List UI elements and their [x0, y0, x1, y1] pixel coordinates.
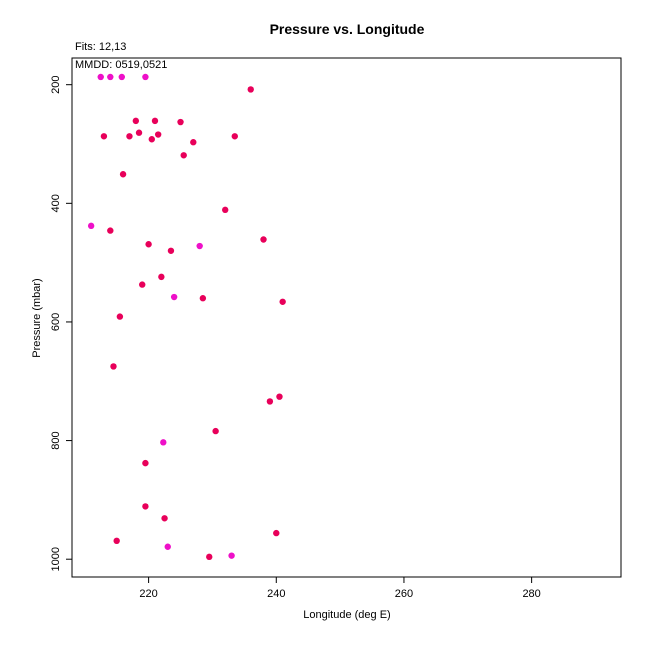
data-points: [87, 73, 286, 561]
data-point: [97, 73, 104, 81]
data-point: [116, 313, 124, 320]
data-point: [158, 273, 165, 281]
data-point: [110, 363, 117, 370]
y-axis-label: Pressure (mbar): [31, 278, 43, 357]
data-point: [279, 298, 286, 305]
data-point: [148, 136, 155, 143]
data-point: [190, 139, 197, 146]
data-point: [276, 393, 283, 400]
data-point: [154, 131, 162, 138]
data-point: [170, 293, 178, 301]
y-tick-label: 600: [50, 313, 62, 331]
chart-title: Pressure vs. Longitude: [270, 21, 425, 37]
data-point: [199, 295, 207, 302]
data-point: [142, 503, 149, 510]
data-point: [151, 117, 159, 125]
data-point: [142, 73, 149, 81]
x-tick-label: 220: [139, 588, 157, 600]
data-point: [119, 171, 127, 178]
data-point: [266, 398, 274, 405]
data-point: [164, 543, 171, 550]
data-point: [142, 459, 149, 467]
data-point: [177, 118, 184, 126]
data-point: [107, 227, 114, 234]
data-point: [247, 86, 254, 93]
data-point: [228, 552, 235, 559]
mmdd-annotation: MMDD: 0519,0521: [75, 59, 168, 71]
data-point: [222, 206, 229, 214]
data-point: [206, 553, 213, 561]
data-point: [161, 515, 168, 522]
data-point: [180, 152, 187, 159]
fits-annotation: Fits: 12,13: [75, 41, 127, 53]
data-point: [167, 247, 175, 254]
data-point: [273, 529, 280, 537]
x-axis: 220 240 260 280: [139, 577, 541, 600]
data-point: [196, 242, 203, 250]
data-point: [118, 73, 125, 81]
data-point: [260, 236, 267, 243]
data-point: [126, 133, 133, 140]
plot-frame: [71, 57, 622, 578]
y-tick-label: 800: [50, 431, 62, 449]
data-point: [87, 222, 95, 230]
y-tick-label: 400: [50, 194, 62, 212]
data-point: [113, 537, 120, 545]
y-tick-label: 200: [50, 76, 62, 94]
data-point: [139, 281, 146, 288]
data-point: [100, 133, 108, 140]
y-tick-label: 1000: [50, 547, 62, 571]
x-axis-label: Longitude (deg E): [303, 609, 390, 621]
y-axis: 200 400 600 800 1000: [50, 76, 72, 571]
data-point: [107, 73, 114, 81]
data-point: [135, 129, 143, 136]
data-point: [132, 117, 140, 125]
data-point: [160, 439, 167, 446]
x-tick-label: 240: [267, 588, 285, 600]
x-tick-label: 280: [522, 588, 540, 600]
data-point: [145, 241, 152, 248]
data-point: [231, 133, 238, 140]
data-point: [212, 427, 219, 435]
x-tick-label: 260: [395, 588, 413, 600]
